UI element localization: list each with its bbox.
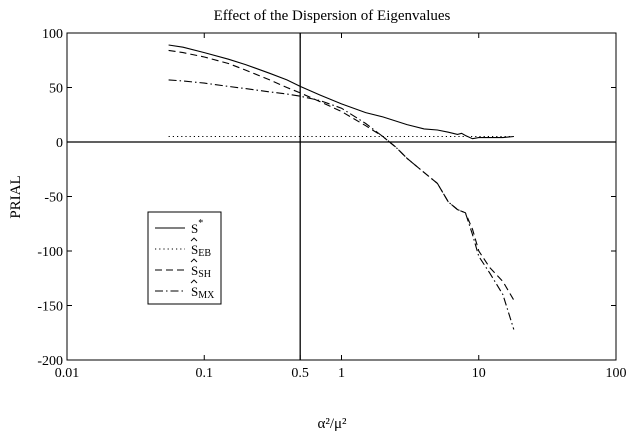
- legend-hat-1: [190, 237, 198, 242]
- legend-label-0: S*: [191, 218, 203, 236]
- legend-hat-2: [190, 258, 198, 263]
- y-tick-label: -50: [44, 191, 63, 206]
- x-axis-label: α²/μ²: [317, 416, 347, 432]
- legend-box: [147, 211, 222, 305]
- x-tick-label: 10: [472, 366, 486, 381]
- x-tick-label: 0.01: [55, 366, 80, 381]
- y-tick-label: -100: [37, 245, 63, 260]
- y-tick-label: 0: [56, 136, 63, 151]
- legend-label-3: SMX: [191, 284, 215, 301]
- chart-title: Effect of the Dispersion of Eigenvalues: [214, 8, 451, 24]
- x-tick-label: 0.1: [196, 366, 214, 381]
- legend-label-2: SSH: [191, 263, 211, 280]
- plot-area: 0.01 0.1 0.5 1 10 100 100 50 0 -50 -100 -150 -200: [37, 27, 626, 381]
- y-axis-label: PRIAL: [8, 175, 24, 218]
- legend-hat-3: [190, 279, 198, 284]
- x-tick-label: 0.5: [291, 366, 309, 381]
- y-tick-label: 100: [42, 27, 63, 42]
- series-line-0: [168, 44, 514, 140]
- legend: S* SEB SSH SMX: [147, 211, 222, 305]
- x-tick-label: 1: [338, 366, 345, 381]
- x-tick-label: 100: [606, 366, 627, 381]
- legend-label-1: SEB: [191, 242, 211, 259]
- series-line-2: [168, 49, 515, 301]
- y-tick-label: 50: [49, 82, 63, 97]
- y-tick-label: -150: [37, 300, 63, 315]
- series-line-3: [168, 79, 515, 330]
- y-tick-label: -200: [37, 354, 63, 369]
- plot-frame: [66, 32, 617, 361]
